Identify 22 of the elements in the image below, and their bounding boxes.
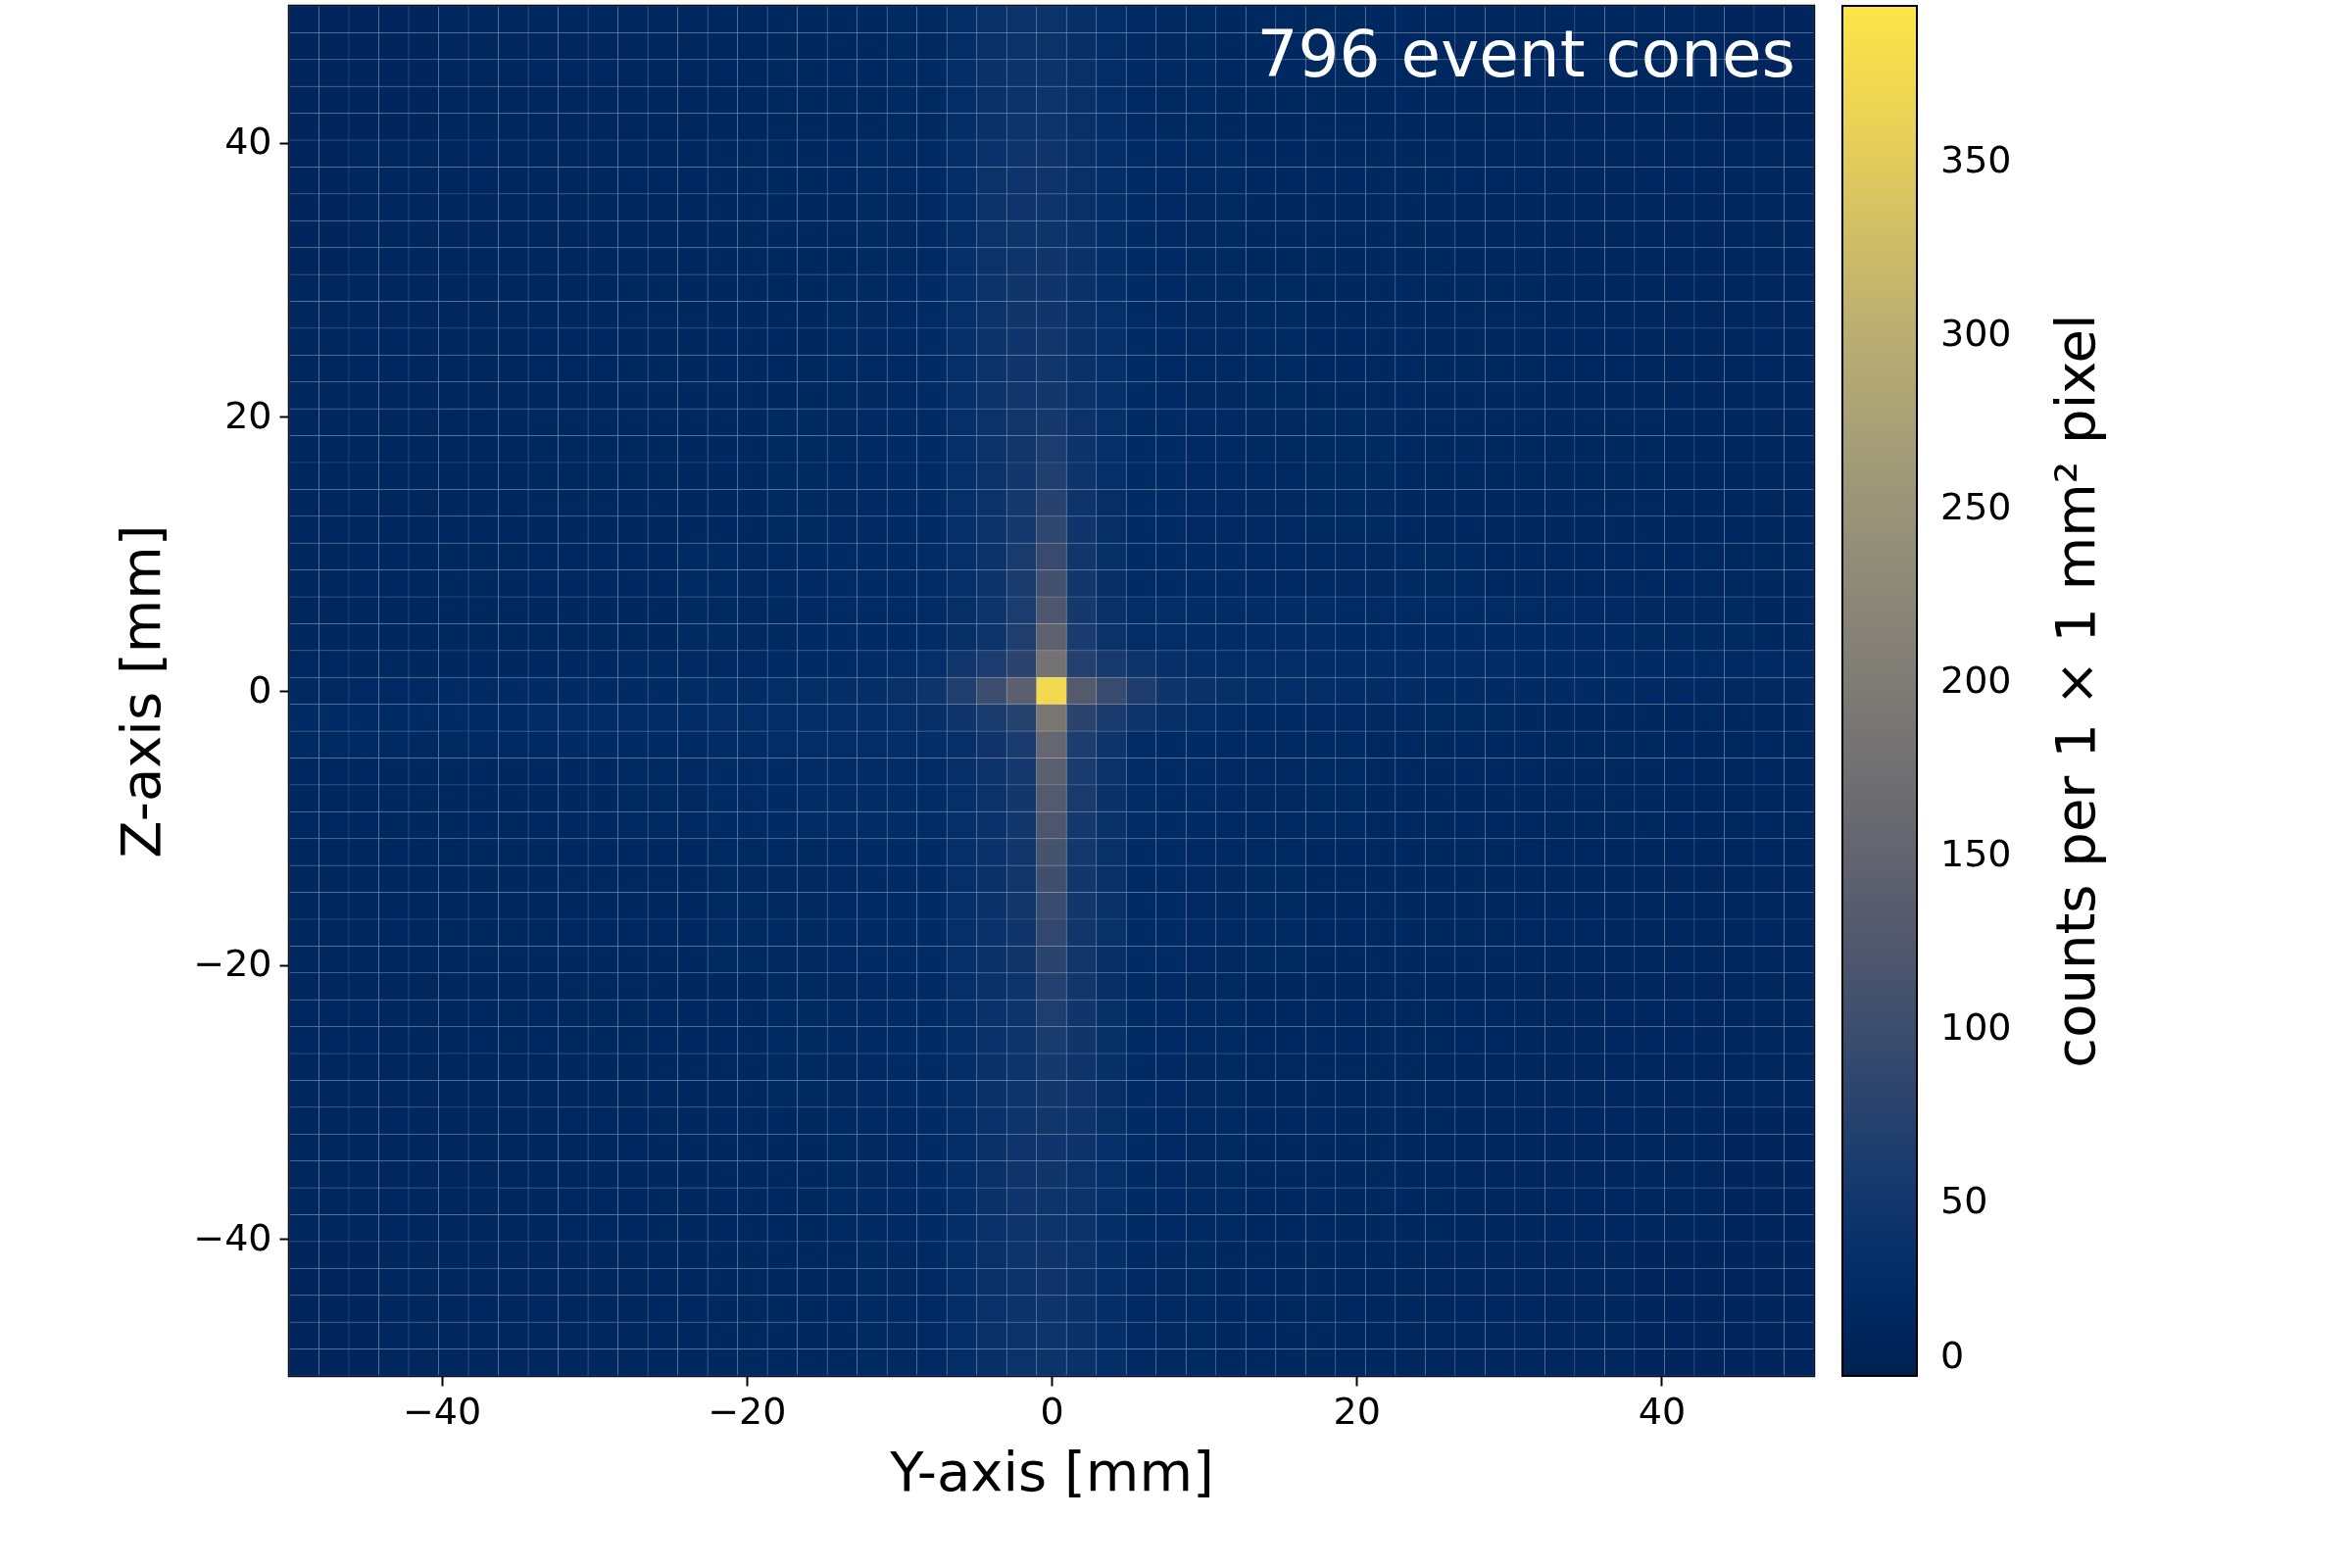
- y-tick-label: −20: [193, 942, 272, 986]
- color-bar-title: counts per 1 × 1 mm² pixel: [2043, 314, 2107, 1068]
- y-tick-label: 0: [248, 667, 272, 711]
- color-bar-label: 100: [1940, 1005, 2012, 1050]
- y-tick-label: −40: [193, 1215, 272, 1259]
- y-tick-label: 40: [224, 120, 272, 164]
- y-tick-label: 20: [224, 393, 272, 437]
- x-tick-label: 40: [1638, 1389, 1687, 1433]
- color-bar-label: 350: [1940, 138, 2012, 182]
- y-axis-title: Z-axis [mm]: [109, 524, 173, 858]
- color-bar-label: 0: [1940, 1334, 1965, 1377]
- x-tick-label: −20: [708, 1389, 787, 1433]
- color-bar-label: 250: [1940, 485, 2012, 529]
- x-tick-label: 0: [1040, 1389, 1064, 1433]
- annotation: 796 event cones: [1256, 17, 1795, 92]
- color-bar-label: 150: [1940, 832, 2012, 876]
- color-bar-label: 200: [1940, 659, 2012, 703]
- x-tick-label: −40: [403, 1389, 482, 1433]
- color-bar-label: 50: [1940, 1179, 1988, 1223]
- color-bar-label: 300: [1940, 312, 2012, 356]
- x-tick-label: 20: [1333, 1389, 1381, 1433]
- x-axis-title: Y-axis [mm]: [889, 1439, 1214, 1503]
